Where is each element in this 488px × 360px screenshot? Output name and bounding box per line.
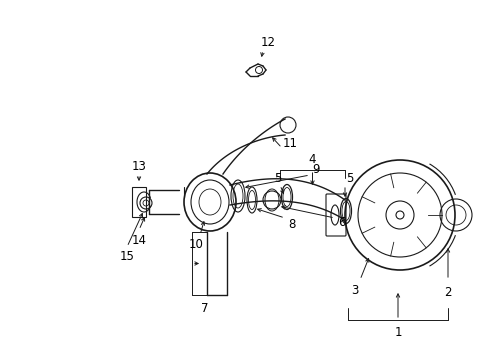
Text: 9: 9 xyxy=(312,162,319,176)
Text: 13: 13 xyxy=(131,159,146,172)
Text: 15: 15 xyxy=(120,249,134,262)
Text: 3: 3 xyxy=(350,284,358,297)
Text: 5: 5 xyxy=(346,171,353,185)
Text: 2: 2 xyxy=(443,285,451,298)
Text: 14: 14 xyxy=(131,234,146,247)
Text: 11: 11 xyxy=(282,136,297,149)
Text: 8: 8 xyxy=(288,217,295,230)
Text: 7: 7 xyxy=(201,302,208,315)
Text: 4: 4 xyxy=(308,153,316,166)
Bar xyxy=(132,187,146,217)
Text: 5: 5 xyxy=(274,171,281,185)
Text: 12: 12 xyxy=(260,36,275,49)
Text: 1: 1 xyxy=(393,327,401,339)
Text: 6: 6 xyxy=(338,216,345,229)
Text: 10: 10 xyxy=(188,238,203,251)
